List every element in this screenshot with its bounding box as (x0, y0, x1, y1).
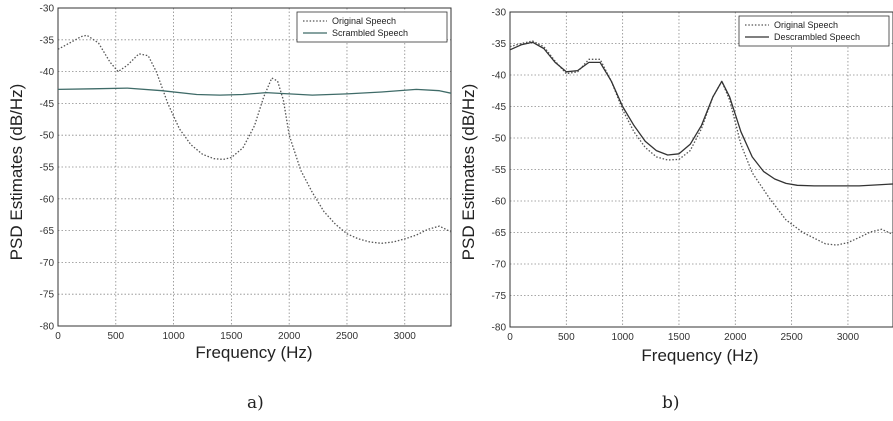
y-tick-label: -55 (492, 165, 507, 176)
y-tick-label: -75 (492, 291, 507, 302)
x-axis-label: Frequency (Hz) (195, 343, 312, 362)
y-tick-label: -70 (40, 258, 55, 269)
legend-box (738, 15, 890, 47)
y-tick-label: -80 (492, 323, 507, 334)
series-group (510, 40, 893, 246)
x-tick-label: 2000 (278, 331, 301, 342)
x-tick-label: 0 (55, 331, 61, 342)
legend: Original Speech Descrambled Speech (738, 15, 890, 47)
x-tick-label: 500 (558, 332, 575, 343)
y-axis-label: PSD Estimates (dB/Hz) (7, 84, 26, 261)
x-tick-label: 3000 (394, 331, 417, 342)
y-tick-label: -75 (40, 290, 55, 301)
y-tick-label: -30 (492, 8, 507, 19)
legend-box (296, 11, 448, 43)
y-axis-label: PSD Estimates (dB/Hz) (459, 84, 478, 261)
y-tick-label: -70 (492, 260, 507, 271)
y-tick-label: -45 (492, 102, 507, 113)
y-tick-label: -45 (40, 99, 55, 110)
y-tick-label: -60 (40, 194, 55, 205)
caption-b: b) (662, 393, 680, 413)
x-tick-label: 500 (107, 331, 124, 342)
axes-frame (509, 11, 893, 328)
y-tick-label: -40 (492, 71, 507, 82)
y-tick-label: -40 (40, 67, 55, 78)
series-line-scrambled-speech (58, 87, 451, 96)
x-tick-label: 1500 (220, 331, 243, 342)
y-tick-label: -30 (40, 4, 55, 15)
y-tick-label: -55 (40, 163, 55, 174)
series-group (58, 34, 451, 244)
x-tick-label: 1000 (162, 331, 185, 342)
x-tick-label: 0 (507, 332, 513, 343)
caption-a: a) (247, 393, 264, 413)
figure: 0 500 1000 1500 2000 2500 3000 -30 -35 -40 -45 -50 -… (7, 4, 893, 365)
legend-label: Original Speech (332, 16, 396, 26)
axes-frame (57, 7, 452, 327)
x-tick-label: 3000 (837, 332, 860, 343)
x-tick-label: 2500 (780, 332, 803, 343)
y-tick-label: -50 (492, 134, 507, 145)
y-tick-label: -50 (40, 131, 55, 142)
series-line-original-speech (510, 40, 893, 246)
y-tick-label: -65 (492, 228, 507, 239)
x-axis-label: Frequency (Hz) (641, 346, 758, 365)
x-tick-label: 2500 (336, 331, 359, 342)
y-tick-label: -35 (492, 39, 507, 50)
y-tick-label: -80 (40, 322, 55, 333)
x-tick-label: 1500 (668, 332, 691, 343)
series-line-descrambled-speech (510, 41, 893, 187)
y-tick-label: -35 (40, 35, 55, 46)
legend-label: Descrambled Speech (774, 32, 860, 42)
x-tick-label: 1000 (612, 332, 635, 343)
y-tick-label: -65 (40, 226, 55, 237)
legend: Original Speech Scrambled Speech (296, 11, 448, 43)
y-tick-label: -60 (492, 197, 507, 208)
legend-label: Scrambled Speech (332, 28, 408, 38)
chart-panel-a: 0 500 1000 1500 2000 2500 3000 -30 -35 -40 -45 -50 -… (7, 4, 452, 362)
legend-label: Original Speech (774, 20, 838, 30)
x-tick-label: 2000 (724, 332, 747, 343)
chart-panel-b: 0 500 1000 1500 2000 2500 3000 -30 -35 -40 -45 -50 -… (459, 8, 893, 365)
